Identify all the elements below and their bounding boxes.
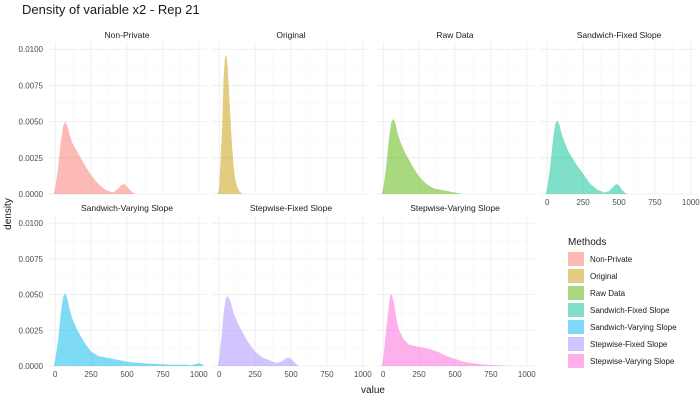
y-tick-label: 0.0000	[19, 190, 44, 199]
legend-key-non-private	[568, 252, 584, 266]
x-tick-label: 500	[284, 370, 298, 379]
y-axis-title: density	[3, 198, 14, 230]
x-tick-label: 500	[448, 370, 462, 379]
x-tick-label: 0	[217, 370, 222, 379]
legend-key-raw-data	[568, 286, 584, 300]
x-tick-label: 750	[648, 198, 662, 207]
y-tick-label: 0.0025	[19, 154, 44, 163]
y-tick-label: 0.0025	[19, 326, 44, 335]
legend-key-sandwich-fixed-slope	[568, 303, 584, 317]
panel-sandwich-varying-slope: Sandwich-Varying Slope 0.0000 0.0025 0.0050…	[19, 203, 209, 379]
panel-raw-data: Raw Data	[376, 30, 534, 195]
panel-sandwich-fixed-slope: Sandwich-Fixed Slope 0 250 500 750 1000	[540, 30, 700, 207]
density-area-non-private	[53, 121, 136, 194]
x-tick-label: 1000	[682, 198, 700, 207]
density-area-raw-data	[381, 118, 463, 194]
panel-original: Original	[212, 30, 370, 195]
legend-label-sandwich-varying-slope: Sandwich-Varying Slope	[590, 323, 677, 332]
legend-label-stepwise-fixed-slope: Stepwise-Fixed Slope	[590, 340, 668, 349]
legend-label-stepwise-varying-slope: Stepwise-Varying Slope	[590, 357, 675, 366]
x-tick-label: 250	[576, 198, 590, 207]
y-tick-label: 0.0050	[19, 291, 44, 300]
strip-label: Stepwise-Fixed Slope	[250, 203, 332, 213]
x-tick-label: 1000	[354, 370, 372, 379]
y-tick-label: 0.0100	[19, 45, 44, 54]
strip-label: Stepwise-Varying Slope	[410, 203, 500, 213]
x-tick-label: 750	[156, 370, 170, 379]
x-tick-label: 500	[120, 370, 134, 379]
legend: Methods Non-Private Original Raw Data Sandw…	[568, 237, 677, 368]
x-tick-label: 0	[381, 370, 386, 379]
legend-key-sandwich-varying-slope	[568, 320, 584, 334]
x-tick-label: 0	[545, 198, 550, 207]
panel-stepwise-varying-slope: Stepwise-Varying Slope 0 250 500 750 1000	[376, 203, 536, 379]
x-tick-label: 0	[53, 370, 58, 379]
legend-label-raw-data: Raw Data	[590, 289, 626, 298]
x-tick-label: 750	[320, 370, 334, 379]
x-tick-label: 1000	[518, 370, 536, 379]
legend-label-sandwich-fixed-slope: Sandwich-Fixed Slope	[590, 306, 670, 315]
y-tick-label: 0.0100	[19, 219, 44, 228]
x-tick-label: 750	[484, 370, 498, 379]
density-area-sandwich-varying-slope	[53, 293, 204, 366]
legend-key-stepwise-varying-slope	[568, 354, 584, 368]
legend-key-stepwise-fixed-slope	[568, 337, 584, 351]
density-area-sandwich-fixed-slope	[545, 120, 628, 194]
legend-label-non-private: Non-Private	[590, 255, 633, 264]
strip-label: Original	[276, 30, 305, 40]
legend-label-original: Original	[590, 272, 618, 281]
x-tick-label: 1000	[190, 370, 208, 379]
strip-label: Non-Private	[105, 30, 150, 40]
density-area-original	[217, 55, 243, 194]
density-area-stepwise-varying-slope	[381, 294, 513, 366]
density-area-stepwise-fixed-slope	[217, 296, 300, 366]
strip-label: Sandwich-Varying Slope	[81, 203, 173, 213]
x-axis-title: value	[361, 385, 385, 396]
strip-label: Raw Data	[436, 30, 474, 40]
y-tick-label: 0.0050	[19, 118, 44, 127]
panel-stepwise-fixed-slope: Stepwise-Fixed Slope 0 250 500 750 1000	[212, 203, 372, 379]
strip-label: Sandwich-Fixed Slope	[577, 30, 662, 40]
panel-non-private: Non-Private 0.0000 0.0025 0.0050 0.0075 0.010…	[19, 30, 206, 199]
x-tick-label: 500	[612, 198, 626, 207]
y-tick-label: 0.0075	[19, 255, 44, 264]
y-tick-label: 0.0000	[19, 362, 44, 371]
x-tick-label: 250	[412, 370, 426, 379]
chart-title: Density of variable x2 - Rep 21	[22, 2, 200, 17]
facet-panels: Non-Private 0.0000 0.0025 0.0050 0.0075 0.010…	[19, 30, 700, 379]
y-tick-label: 0.0075	[19, 81, 44, 90]
x-tick-label: 250	[248, 370, 262, 379]
legend-title: Methods	[568, 237, 606, 248]
x-tick-label: 250	[84, 370, 98, 379]
legend-key-original	[568, 269, 584, 283]
